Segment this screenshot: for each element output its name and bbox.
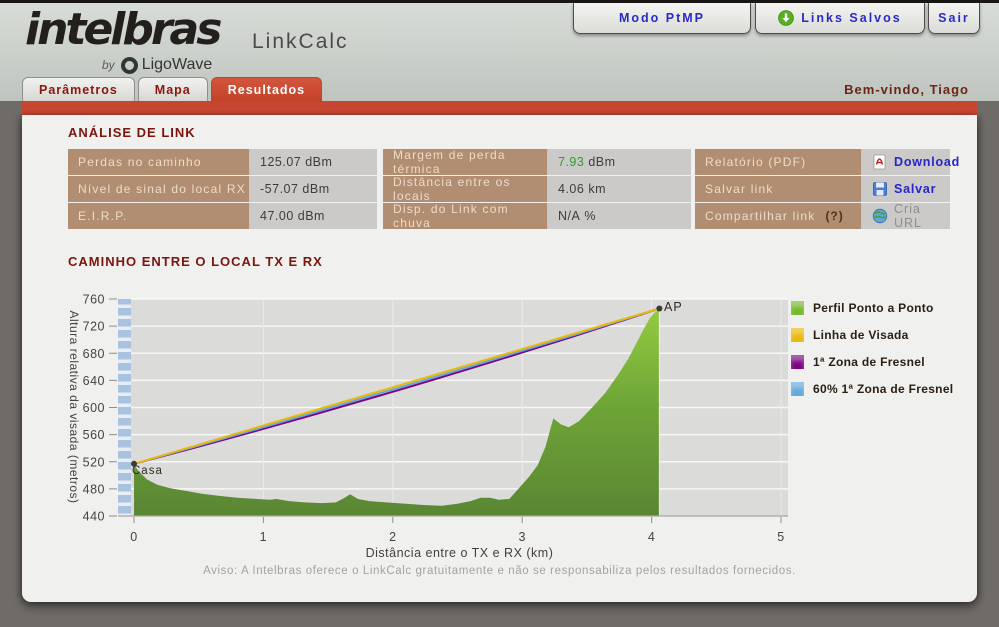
chart-heading: CAMINHO ENTRE O LOCAL TX E RX	[68, 254, 323, 269]
row-label: Disp. do Link com chuva	[383, 202, 548, 230]
chart-legend: Perfil Ponto a Ponto Linha de Visada 1ª …	[791, 300, 953, 408]
disclaimer-text: Aviso: A Intelbras oferece o LinkCalc gr…	[203, 565, 796, 577]
row-value: Salvar	[862, 176, 950, 202]
row-value: Cria URL	[862, 202, 950, 230]
row-label: Relatório (PDF)	[695, 149, 862, 175]
help-hint[interactable]: (?)	[825, 209, 844, 223]
cria-url-action[interactable]: Cria URL	[894, 202, 923, 230]
fresnel60-swatch	[791, 381, 804, 396]
analysis-table-link: Margem de perda térmica 7.93 dBm Distânc…	[383, 148, 691, 230]
share-label: Compartilhar link	[705, 209, 816, 223]
margin-unit: dBm	[584, 155, 616, 169]
intelbras-logo: intelbras	[25, 4, 222, 55]
table-row: Salvar link Salvar	[695, 176, 950, 202]
by-label: by	[102, 58, 115, 72]
table-row: Distância entre os locais 4.06 km	[383, 175, 691, 203]
globe-icon	[872, 208, 888, 224]
availability-value: N/A	[558, 209, 581, 223]
analysis-table-actions: Relatório (PDF) Download Salvar link Sal…	[695, 149, 959, 230]
row-label: E.I.R.P.	[68, 203, 250, 229]
accent-bar	[22, 101, 977, 115]
row-value: 7.93 dBm	[548, 149, 691, 175]
tab-resultados[interactable]: Resultados	[210, 77, 323, 101]
table-row: Nível de sinal do local RX -57.07 dBm	[68, 176, 377, 202]
legend-item: Linha de Visada	[791, 327, 953, 342]
tx-point-label: Casa	[132, 465, 163, 477]
legend-label: Linha de Visada	[813, 327, 909, 342]
row-value: N/A %	[548, 203, 691, 229]
pdf-icon	[873, 154, 886, 170]
floppy-icon	[873, 182, 887, 196]
analysis-heading: ANÁLISE DE LINK	[68, 125, 196, 140]
ligowave-label: LigoWave	[141, 56, 213, 73]
los-swatch	[791, 327, 804, 342]
table-row: Relatório (PDF) Download	[695, 149, 959, 175]
profile-swatch	[791, 300, 804, 315]
download-circle-icon	[778, 10, 795, 26]
row-label: Salvar link	[695, 176, 862, 202]
row-value: 125.07 dBm	[250, 149, 377, 175]
legend-label: 60% 1ª Zona de Fresnel	[813, 381, 954, 396]
table-row: Compartilhar link (?) Cria URL	[695, 202, 950, 230]
legend-label: Perfil Ponto a Ponto	[813, 300, 934, 315]
row-label: Distância entre os locais	[383, 175, 548, 203]
row-value: Download	[862, 149, 959, 175]
legend-label: 1ª Zona de Fresnel	[813, 354, 925, 369]
tab-mapa[interactable]: Mapa	[137, 77, 208, 101]
table-row: E.I.R.P. 47.00 dBm	[68, 203, 377, 229]
table-row: Margem de perda térmica 7.93 dBm	[383, 148, 691, 176]
salvar-link[interactable]: Salvar	[894, 182, 937, 196]
sair-label: Sair	[938, 11, 970, 25]
row-label: Compartilhar link (?)	[695, 203, 862, 229]
ligowave-brand: by LigoWave	[102, 56, 212, 74]
welcome-text: Bem-vindo, Tiago	[844, 82, 969, 97]
x-axis-title: Distância entre o TX e RX (km)	[365, 546, 554, 560]
row-label: Nível de sinal do local RX	[68, 176, 250, 202]
app-title: LinkCalc	[252, 30, 349, 53]
fresnel-swatch	[791, 354, 804, 369]
tab-bar: Parâmetros Mapa Resultados	[22, 77, 323, 101]
analysis-table-signal: Perdas no caminho 125.07 dBm Nível de si…	[68, 149, 377, 230]
modo-ptmp-label: Modo PtMP	[618, 11, 706, 25]
table-row: Disp. do Link com chuva N/A %	[383, 202, 691, 230]
table-row: Perdas no caminho 125.07 dBm	[68, 149, 377, 175]
download-link[interactable]: Download	[894, 155, 961, 169]
row-value: 4.06 km	[548, 176, 691, 202]
links-salvos-label: Links Salvos	[801, 11, 902, 25]
row-value: -57.07 dBm	[250, 176, 377, 202]
legend-item: 1ª Zona de Fresnel	[791, 354, 953, 369]
row-value: 47.00 dBm	[250, 203, 377, 229]
rx-point-label: AP	[664, 300, 683, 314]
modo-ptmp-button[interactable]: Modo PtMP	[573, 3, 751, 34]
margin-value: 7.93	[558, 155, 585, 169]
tab-parametros[interactable]: Parâmetros	[22, 77, 135, 101]
legend-item: 60% 1ª Zona de Fresnel	[791, 381, 953, 396]
availability-unit: %	[580, 209, 596, 223]
y-axis-title: Altura relativa da visada (metros)	[67, 310, 81, 504]
links-salvos-button[interactable]: Links Salvos	[755, 3, 925, 34]
ligowave-ring-icon	[120, 56, 138, 74]
legend-item: Perfil Ponto a Ponto	[791, 300, 953, 315]
row-label: Perdas no caminho	[68, 149, 250, 175]
distance-value: 4.06	[558, 182, 585, 196]
row-label: Margem de perda térmica	[383, 148, 548, 176]
window-top-edge	[0, 0, 999, 3]
distance-unit: km	[584, 182, 606, 196]
sair-button[interactable]: Sair	[928, 3, 980, 34]
